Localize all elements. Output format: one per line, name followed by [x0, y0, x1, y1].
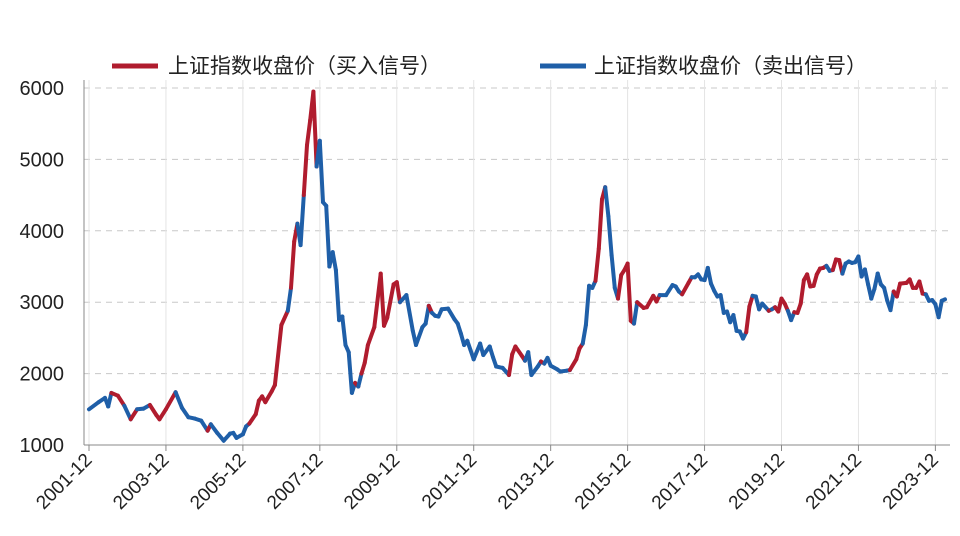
grid-layer — [84, 80, 950, 445]
sell-signal-segment — [317, 138, 325, 205]
buy-signal-segment — [616, 273, 624, 301]
buy-signal-segment — [894, 281, 903, 299]
x-tick-label: 2015-12 — [571, 450, 635, 514]
buy-signal-segment — [798, 278, 806, 306]
x-tick-label: 2003-12 — [109, 450, 173, 514]
sell-signal-segment — [936, 298, 944, 320]
y-tick-label: 2000 — [20, 364, 65, 386]
buy-signal-segment — [305, 118, 313, 148]
buy-signal-segment — [394, 280, 402, 305]
buy-signal-segment — [311, 89, 319, 169]
buy-signal-segment — [680, 280, 691, 297]
legend: 上证指数收盘价（买入信号） 上证指数收盘价（卖出信号） — [112, 54, 867, 78]
sell-signal-segment — [298, 193, 306, 248]
sell-signal-segment — [330, 250, 338, 273]
buy-signal-segment — [279, 308, 290, 327]
buy-signal-segment — [507, 352, 515, 377]
buy-signal-segment — [744, 304, 752, 335]
sell-signal-segment — [888, 289, 896, 313]
y-tick-label: 1000 — [20, 435, 65, 457]
x-tick-label: 2007-12 — [263, 450, 327, 514]
buy-signal-segment — [805, 272, 813, 289]
y-tick-label: 4000 — [20, 221, 65, 243]
buy-signal-segment — [593, 246, 601, 283]
y-tick-label: 3000 — [20, 292, 65, 314]
buy-signal-segment — [163, 390, 178, 412]
buy-signal-segment — [263, 389, 274, 405]
x-tick-label: 2009-12 — [340, 450, 404, 514]
buy-signal-segment — [272, 323, 284, 387]
sell-signal-segment — [122, 403, 133, 422]
buy-signal-segment — [301, 143, 309, 198]
x-tick-label: 2017-12 — [648, 450, 712, 514]
legend-label-buy: 上证指数收盘价（买入信号） — [168, 54, 441, 78]
x-tick-label: 2013-12 — [494, 450, 558, 514]
x-tick-label: 2005-12 — [186, 450, 250, 514]
x-tick-label: 2011-12 — [418, 450, 481, 513]
sell-signal-segment — [731, 313, 739, 333]
sell-signal-segment — [285, 285, 293, 313]
y-tick-label: 5000 — [20, 149, 65, 171]
x-tick-label: 2001-12 — [32, 450, 96, 514]
sell-signal-segment — [526, 350, 534, 377]
sell-signal-segment — [324, 203, 332, 269]
sell-signal-segment — [583, 283, 592, 327]
sell-signal-segment — [609, 253, 617, 290]
sell-signal-segment — [173, 390, 184, 410]
sell-signal-segment — [705, 265, 713, 286]
sell-signal-segment — [882, 285, 890, 303]
sell-signal-segment — [333, 268, 342, 323]
buy-signal-segment — [253, 398, 261, 417]
sell-signal-segment — [718, 293, 726, 315]
x-tick-label: 2023-12 — [879, 450, 943, 514]
sell-signal-segment — [939, 297, 947, 303]
sell-signal-segment — [446, 306, 457, 322]
legend-label-sell: 上证指数收盘价（卖出信号） — [594, 54, 867, 78]
sell-signal-segment — [632, 300, 640, 326]
x-tick-label: 2021-12 — [802, 450, 866, 514]
buy-signal-segment — [567, 357, 579, 372]
sell-signal-segment — [356, 371, 364, 389]
sell-signal-segment — [106, 390, 114, 409]
buy-signal-segment — [362, 343, 370, 365]
sell-signal-segment — [404, 293, 415, 333]
sell-signal-segment — [580, 323, 588, 346]
x-tick-label: 2019-12 — [725, 450, 789, 514]
buy-signal-segment — [385, 282, 396, 320]
sell-signal-segment — [603, 185, 611, 219]
buy-signal-segment — [625, 261, 633, 323]
buy-signal-segment — [365, 325, 377, 347]
sell-signal-segment — [606, 214, 614, 258]
y-tick-label: 6000 — [20, 78, 65, 100]
buy-signal-segment — [289, 239, 297, 290]
buy-signal-segment — [596, 197, 604, 251]
sell-signal-segment — [862, 267, 871, 287]
buy-signal-segment — [917, 279, 925, 296]
sell-signal-segment — [414, 325, 425, 347]
buy-signal-segment — [378, 271, 386, 328]
sell-signal-segment — [340, 314, 348, 347]
series-layer — [87, 89, 947, 443]
sell-signal-segment — [346, 350, 354, 395]
